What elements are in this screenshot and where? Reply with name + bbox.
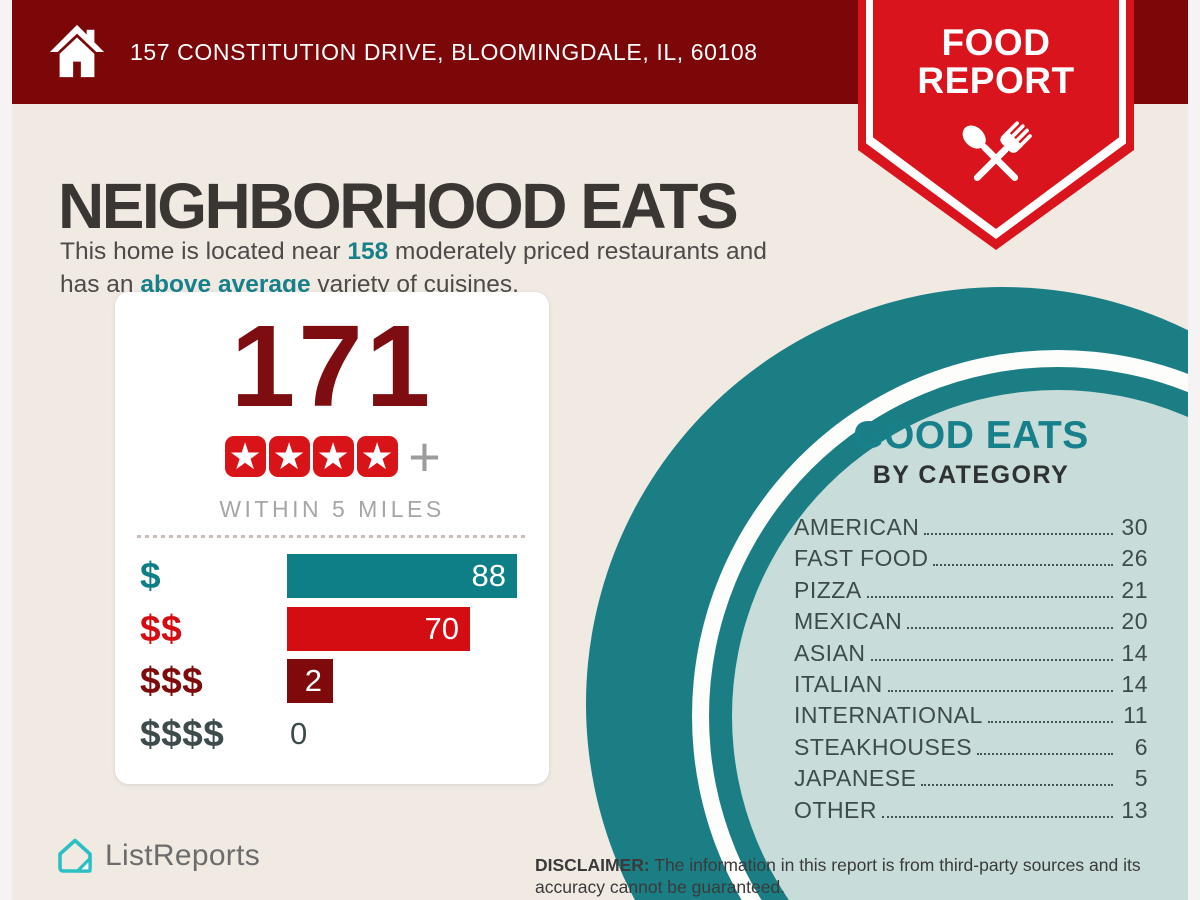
category-value: 26: [1121, 545, 1148, 572]
dotted-leader: [882, 815, 1113, 818]
category-row: ASIAN 14: [794, 640, 1148, 671]
bar-track: 0: [287, 712, 535, 756]
home-icon: [49, 24, 105, 78]
dotted-leader: [887, 689, 1113, 692]
dotted-leader: [907, 627, 1113, 630]
good-eats-title: GOOD EATS: [853, 414, 1089, 457]
category-label: MEXICAN: [794, 608, 903, 635]
radius-label: WITHIN 5 MILES: [219, 496, 445, 522]
good-eats-panel: GOOD EATS BY CATEGORY AMERICAN 30 FAST FOO…: [794, 414, 1148, 828]
dotted-leader: [866, 595, 1113, 598]
spoon-fork-icon: [962, 121, 1032, 182]
food-report-page: 157 CONSTITUTION DRIVE, BLOOMINGDALE, IL…: [12, 0, 1188, 900]
price-bar-row: $$$ 2: [140, 659, 535, 703]
price-bar-row: $$$$ 0: [140, 712, 535, 756]
food-report-ribbon: FOOD REPORT: [858, 0, 1134, 250]
intro-line1-pre: This home is located near: [60, 237, 348, 265]
star-icon: ★: [312, 436, 354, 477]
bar-value: 88: [471, 558, 506, 593]
category-row: OTHER 13: [794, 797, 1148, 828]
category-value: 6: [1134, 733, 1148, 760]
category-row: PIZZA 21: [794, 577, 1148, 608]
price-level-label: $$$: [140, 660, 204, 701]
category-row: ITALIAN 14: [794, 671, 1148, 702]
plus-icon: +: [408, 424, 441, 488]
ribbon-title: FOOD REPORT: [917, 24, 1074, 99]
price-bar-row: $88: [140, 554, 535, 598]
page-title: NEIGHBORHOOD EATS: [58, 169, 739, 242]
property-address: 157 CONSTITUTION DRIVE, BLOOMINGDALE, IL…: [130, 38, 758, 65]
restaurant-count: 158: [347, 237, 389, 265]
star-tiles: ★ ★ ★ ★: [223, 436, 399, 477]
bar-track: 88: [287, 554, 535, 598]
price-bar-row: $$ 70: [140, 606, 535, 651]
category-row: MEXICAN 20: [794, 608, 1148, 639]
bar-fill: 70: [287, 606, 470, 651]
category-label: ITALIAN: [794, 670, 883, 697]
category-label: PIZZA: [794, 576, 862, 603]
bar-track: 70: [287, 606, 535, 651]
bar-fill: 88: [287, 554, 517, 598]
bar-track: 2: [287, 659, 535, 703]
category-label: FAST FOOD: [794, 545, 929, 572]
bar-fill: 2: [287, 659, 333, 703]
category-label: JAPANESE: [794, 765, 917, 792]
category-row: STEAKHOUSES 6: [794, 734, 1148, 765]
price-level-label: $$: [140, 607, 183, 649]
category-value: 13: [1121, 796, 1148, 823]
category-row: JAPANESE 5: [794, 765, 1148, 796]
rating-stars: ★ ★ ★ ★ +: [115, 424, 549, 488]
category-label: AMERICAN: [794, 514, 920, 540]
category-value: 14: [1121, 639, 1148, 666]
bar-value: 2: [304, 663, 322, 698]
disclaimer: DISCLAIMER: The information in this repo…: [535, 854, 1185, 899]
bar-value: 0: [290, 715, 308, 751]
category-row: INTERNATIONAL 11: [794, 702, 1148, 733]
disclaimer-text: The information in this report is from t…: [535, 854, 1141, 897]
category-list: AMERICAN 30 FAST FOOD 26 PIZZA 21 MEXICAN 20 ASI…: [794, 514, 1148, 828]
category-label: STEAKHOUSES: [794, 733, 973, 760]
category-label: INTERNATIONAL: [794, 702, 983, 729]
category-label: OTHER: [794, 796, 877, 823]
star-icon: ★: [268, 436, 310, 477]
ribbon-content: FOOD REPORT: [858, 0, 1134, 250]
intro-line1: This home is located near 158 moderately…: [60, 235, 767, 268]
category-value: 20: [1121, 608, 1148, 635]
category-label: ASIAN: [794, 639, 866, 666]
price-level-label: $$$$: [140, 712, 225, 754]
category-value: 21: [1121, 576, 1148, 603]
dotted-leader: [933, 564, 1113, 567]
category-value: 11: [1123, 702, 1148, 729]
dotted-leader: [924, 533, 1113, 535]
intro-text: This home is located near 158 moderately…: [60, 235, 767, 302]
listreports-logo-icon: [58, 838, 92, 873]
total-restaurants: 171: [230, 301, 434, 431]
category-value: 5: [1134, 765, 1148, 792]
category-row: FAST FOOD 26: [794, 545, 1148, 576]
price-level-label: $: [140, 555, 162, 596]
dotted-leader: [921, 784, 1113, 787]
category-value: 14: [1121, 670, 1148, 697]
bar-value: 70: [424, 610, 459, 646]
price-bar-chart: $88 $$ 70 $$$ 2 $$$$ 0: [140, 554, 535, 764]
listreports-brand-name: ListReports: [105, 839, 261, 872]
summary-card: 171 ★ ★ ★ ★ + WITHIN 5 MILES $88 $$ 70 $$$ 2 $$$…: [115, 292, 549, 784]
ribbon-title-line2: REPORT: [917, 59, 1075, 101]
dotted-leader: [870, 658, 1113, 661]
ribbon-title-line1: FOOD: [941, 22, 1051, 63]
star-icon: ★: [224, 436, 266, 477]
dotted-leader: [987, 721, 1113, 724]
dotted-divider: [137, 535, 527, 538]
star-icon: ★: [356, 436, 398, 477]
intro-line1-post: moderately priced restaurants and: [388, 237, 767, 265]
category-value: 30: [1121, 514, 1148, 540]
listreports-brand: ListReports: [55, 836, 260, 876]
category-row: AMERICAN 30: [794, 514, 1148, 545]
dotted-leader: [977, 752, 1113, 755]
disclaimer-label: DISCLAIMER:: [535, 854, 650, 875]
good-eats-subtitle: BY CATEGORY: [872, 461, 1070, 489]
